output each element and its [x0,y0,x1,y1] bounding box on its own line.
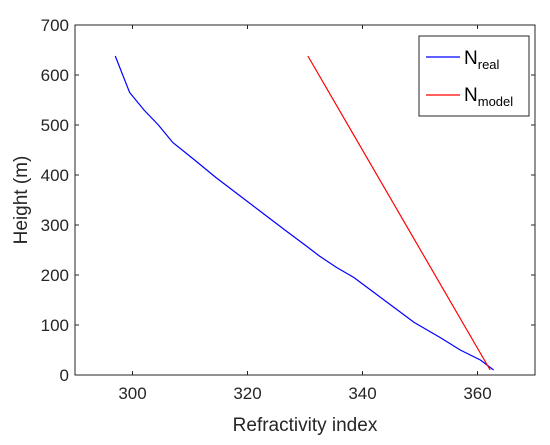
x-tick-label: 300 [118,384,146,403]
ticks-layer: 300 320 340 360 0 100 200 300 400 500 600 700 [41,16,535,403]
series-layer [114,55,494,371]
legend: Nreal Nmodel [418,35,530,117]
series-line-model [307,55,491,371]
legend-entry-real: Nreal [464,48,500,72]
y-tick-label: 200 [41,266,69,285]
legend-box [418,35,530,117]
y-tick-label: 0 [60,366,69,385]
y-tick-label: 300 [41,216,69,235]
y-axis-label: Height (m) [11,156,32,245]
x-tick-label: 360 [463,384,491,403]
series-line-real [114,55,494,371]
plot-frame [74,24,536,376]
y-tick-label: 700 [41,16,69,35]
x-tick-label: 320 [233,384,261,403]
y-tick-label: 500 [41,116,69,135]
y-tick-label: 100 [41,316,69,335]
x-tick-label: 340 [348,384,376,403]
x-axis-label: Refractivity index [233,415,378,436]
y-tick-label: 600 [41,66,69,85]
y-tick-label: 400 [41,166,69,185]
legend-entry-model: Nmodel [464,85,513,109]
